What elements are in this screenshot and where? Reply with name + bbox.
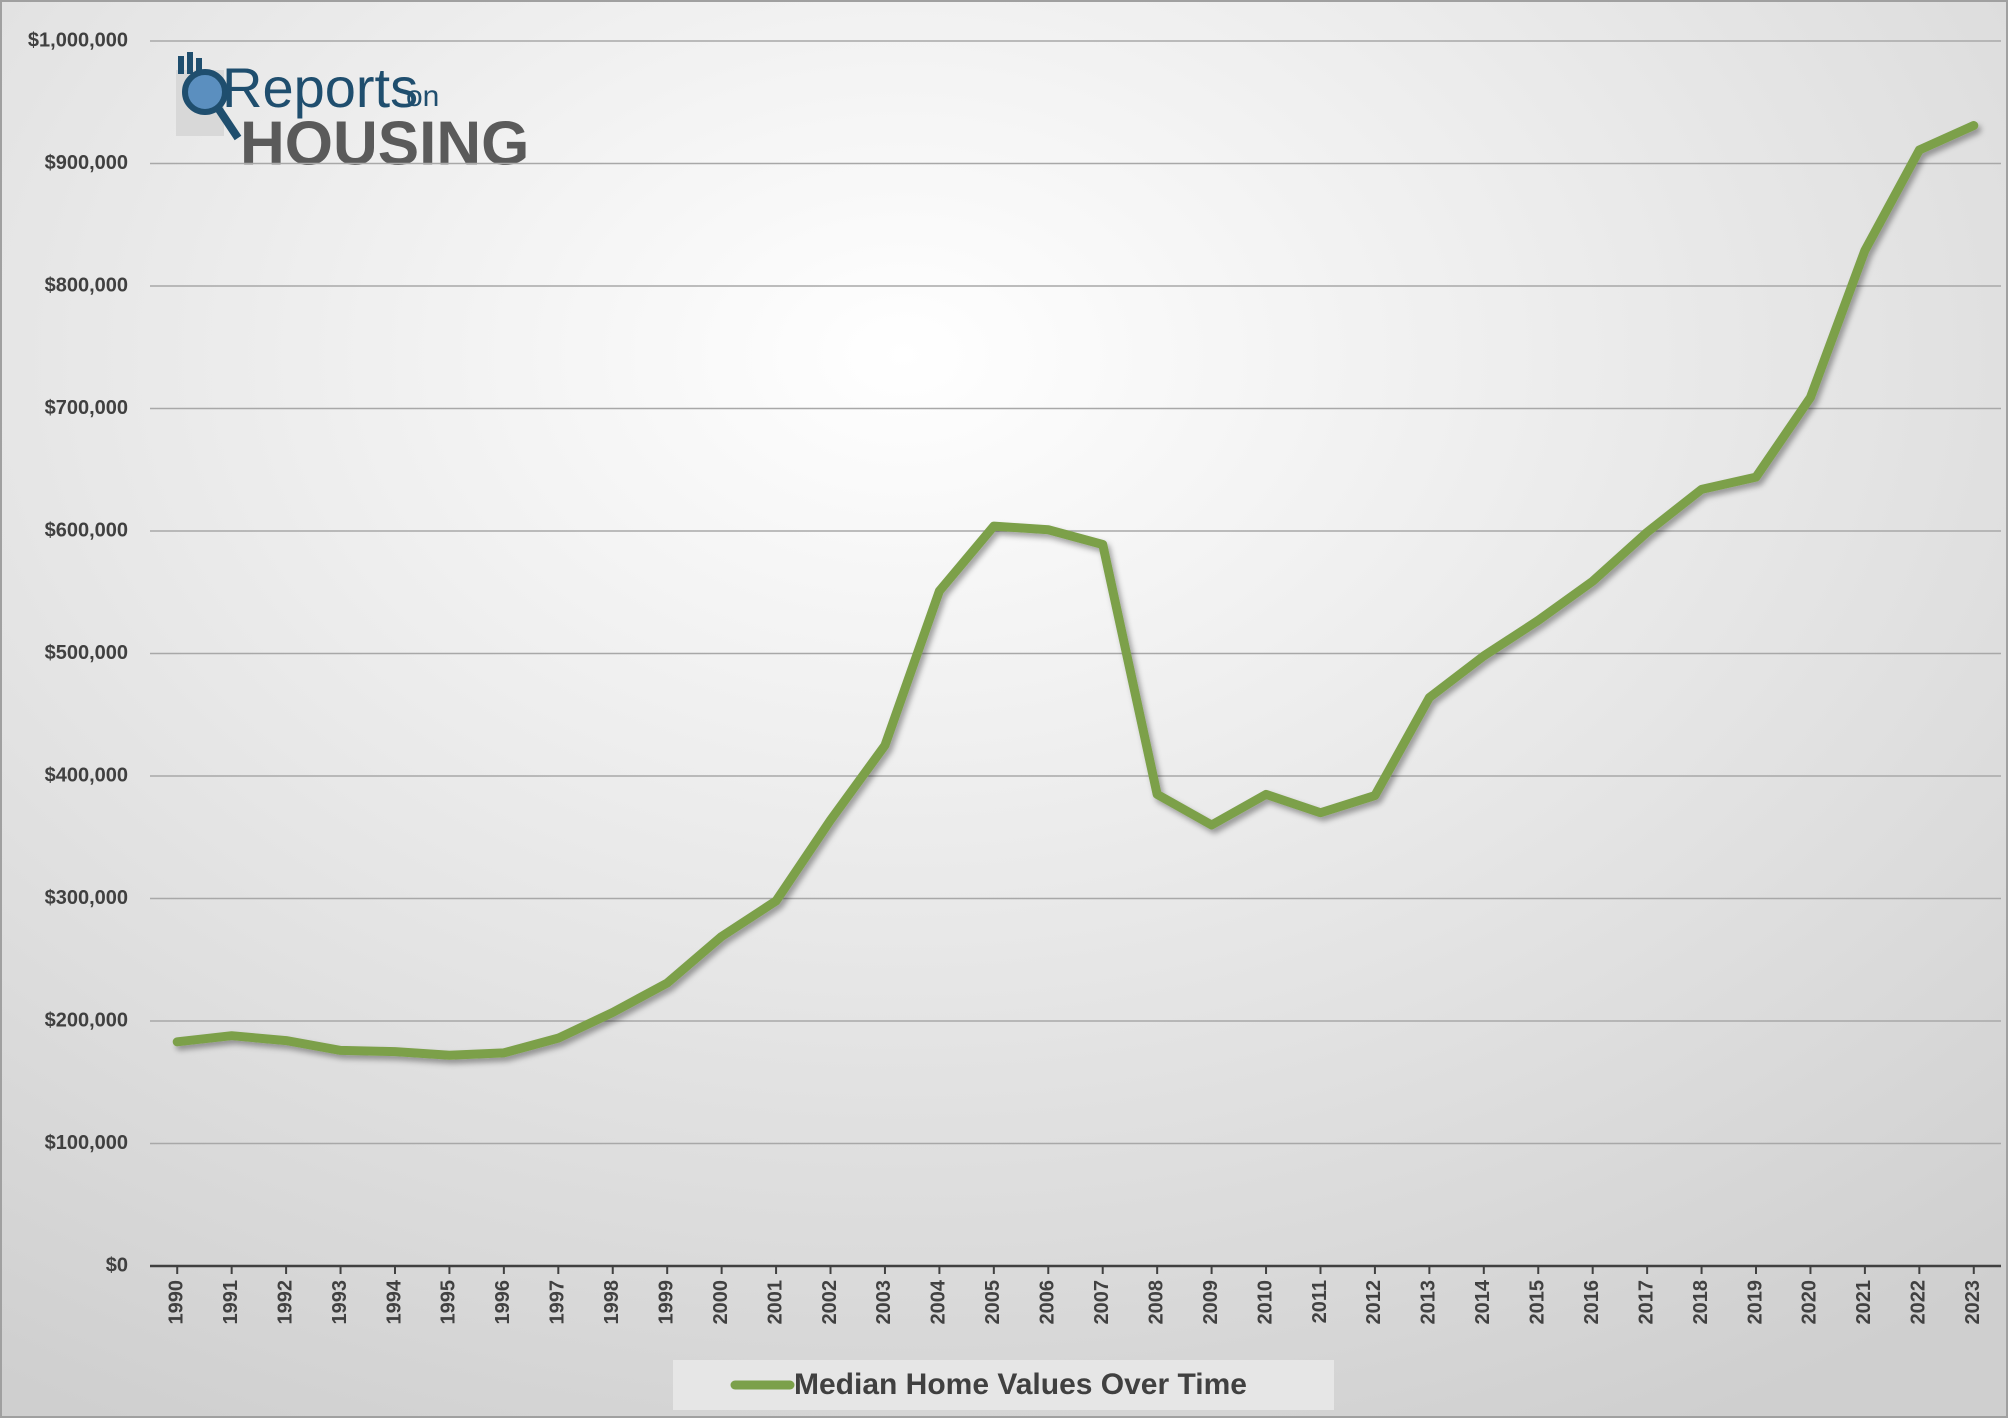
x-tick-label: 1998 — [601, 1280, 623, 1325]
y-tick-label: $900,000 — [45, 152, 128, 174]
x-tick-label: 2009 — [1200, 1280, 1222, 1325]
x-tick-label: 2018 — [1690, 1280, 1712, 1325]
x-tick-label: 2005 — [982, 1280, 1004, 1325]
x-tick-label: 2012 — [1363, 1280, 1385, 1325]
y-tick-label: $300,000 — [45, 887, 128, 909]
x-tick-label: 2008 — [1145, 1280, 1167, 1325]
logo-connector: on — [406, 80, 439, 113]
y-tick-label: $600,000 — [45, 519, 128, 541]
y-tick-label: $200,000 — [45, 1009, 128, 1031]
y-tick-label: $100,000 — [45, 1132, 128, 1154]
y-tick-label: $500,000 — [45, 642, 128, 664]
logo-lens — [182, 69, 228, 115]
x-tick-label: 1995 — [438, 1280, 460, 1325]
logo-subject: HOUSING — [240, 109, 529, 178]
legend-label: Median Home Values Over Time — [794, 1368, 1247, 1401]
x-tick-label: 1994 — [383, 1279, 405, 1324]
x-tick-label: 2007 — [1091, 1280, 1113, 1325]
y-tick-label: $0 — [106, 1254, 128, 1276]
x-tick-label: 2001 — [764, 1280, 786, 1325]
x-tick-label: 2010 — [1254, 1280, 1276, 1325]
x-tick-label: 2006 — [1037, 1280, 1059, 1325]
x-tick-label: 1996 — [492, 1280, 514, 1325]
x-tick-label: 2002 — [819, 1280, 841, 1325]
y-tick-label: $700,000 — [45, 397, 128, 419]
y-tick-label: $800,000 — [45, 274, 128, 296]
x-tick-label: 2021 — [1853, 1280, 1875, 1325]
x-tick-label: 2003 — [873, 1280, 895, 1325]
line — [172, 121, 1979, 1060]
x-tick-label: 2004 — [928, 1279, 950, 1324]
x-tick-label: 1997 — [547, 1280, 569, 1325]
x-tick-label: 2000 — [710, 1280, 732, 1325]
x-tick-label: 2014 — [1472, 1279, 1494, 1324]
logo-bar — [187, 52, 193, 74]
x-tick-label: 2016 — [1581, 1280, 1603, 1325]
logo: Reports on HOUSING — [176, 52, 529, 178]
x-tick-label: 2015 — [1527, 1280, 1549, 1325]
x-tick-label: 2020 — [1799, 1280, 1821, 1325]
logo-handle — [214, 105, 242, 141]
logo-brand: Reports — [222, 56, 418, 119]
y-tick-label: $400,000 — [45, 764, 128, 786]
x-tick-label: 2019 — [1744, 1280, 1766, 1325]
x-tick-label: 2023 — [1962, 1280, 1984, 1325]
x-tick-label: 1999 — [655, 1280, 677, 1325]
x-tick-label: 2013 — [1418, 1280, 1440, 1325]
x-tick-label: 1992 — [274, 1280, 296, 1325]
x-tick-label: 1993 — [329, 1280, 351, 1325]
x-tick-label: 1990 — [166, 1280, 188, 1325]
logo-bar — [178, 56, 184, 74]
x-tick-label: 2022 — [1908, 1280, 1930, 1325]
x-tick-label: 2011 — [1309, 1280, 1331, 1323]
y-tick-label: $1,000,000 — [28, 29, 128, 51]
logo-bar — [196, 58, 202, 74]
x-tick-label: 1991 — [220, 1280, 242, 1325]
x-tick-label: 2017 — [1635, 1280, 1657, 1325]
